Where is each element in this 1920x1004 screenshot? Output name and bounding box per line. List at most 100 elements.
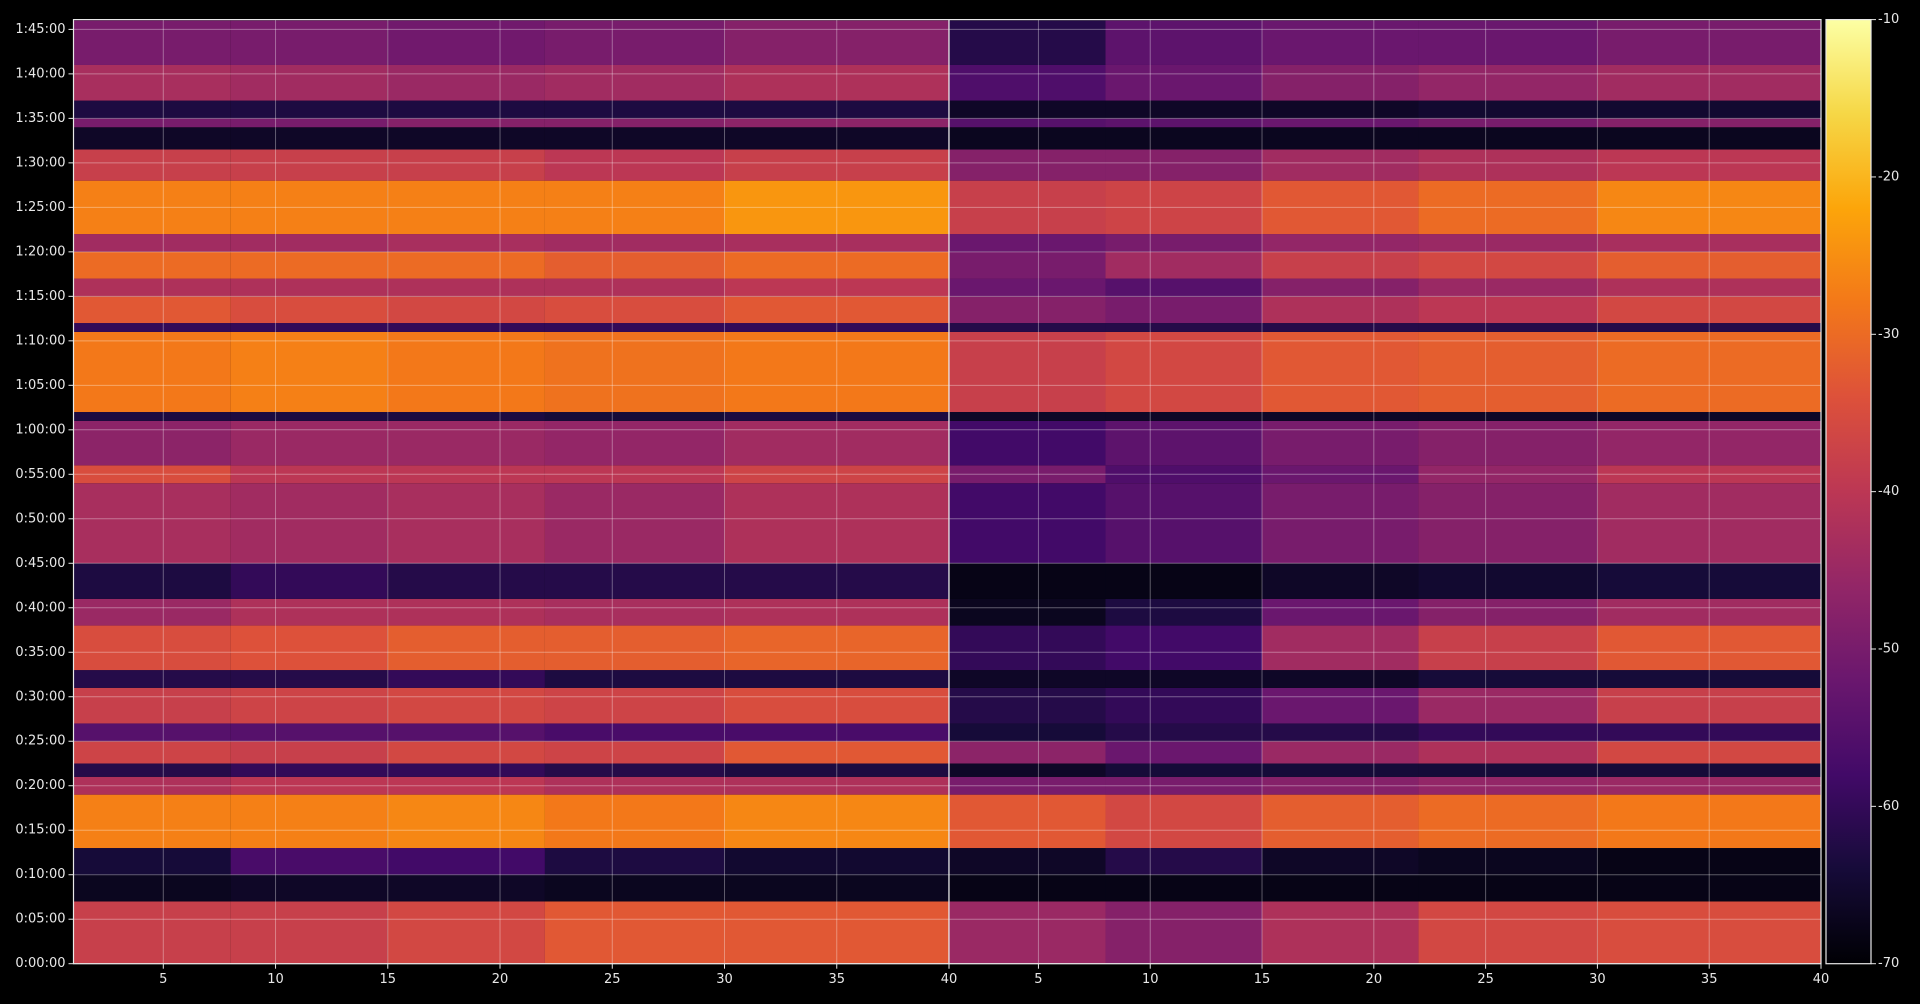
- heat-cell: [724, 323, 949, 332]
- heat-cell: [230, 687, 388, 724]
- heat-cell: [387, 598, 545, 626]
- heat-cell: [73, 251, 231, 279]
- heat-cell: [1105, 20, 1263, 65]
- heat-cell: [1418, 776, 1598, 795]
- heat-cell: [1418, 723, 1598, 742]
- heat-cell: [544, 234, 725, 252]
- heat-cell: [73, 323, 231, 332]
- heat-cell: [1418, 687, 1598, 724]
- heat-cell: [724, 723, 949, 742]
- heat-cell: [1418, 251, 1598, 279]
- heat-cell: [1105, 741, 1263, 764]
- heat-cell: [1418, 625, 1598, 671]
- heat-cell: [1262, 412, 1419, 421]
- heat-cell: [949, 100, 1106, 119]
- heat-cell: [544, 296, 725, 324]
- heat-cell: [1418, 64, 1598, 101]
- heat-cell: [949, 848, 1106, 875]
- heat-cell: [230, 278, 388, 297]
- heat-cell: [230, 563, 388, 599]
- heat-cell: [230, 848, 388, 875]
- heat-cell: [724, 278, 949, 297]
- heat-cell: [544, 625, 725, 671]
- heat-cell: [230, 776, 388, 795]
- heat-cell: [230, 127, 388, 150]
- heat-cell: [544, 149, 725, 181]
- x-tick-label: 35: [1701, 972, 1718, 987]
- heat-cell: [724, 874, 949, 902]
- heat-cell: [387, 118, 545, 128]
- heat-cell: [73, 412, 231, 421]
- heat-cell: [1597, 234, 1821, 252]
- heat-cell: [387, 465, 545, 484]
- heat-cell: [949, 776, 1106, 795]
- heat-cell: [1597, 127, 1821, 150]
- heat-cell: [73, 20, 231, 65]
- heat-cell: [544, 901, 725, 964]
- heat-cell: [73, 848, 231, 875]
- heat-cell: [724, 563, 949, 599]
- heat-cell: [1418, 180, 1598, 235]
- heat-cell: [1105, 180, 1263, 235]
- heat-cell: [387, 412, 545, 421]
- heat-cell: [1262, 763, 1419, 777]
- heat-cell: [1418, 598, 1598, 626]
- heat-cell: [1597, 563, 1821, 599]
- panel-frame: [948, 19, 1822, 965]
- heat-cell: [1105, 296, 1263, 324]
- heat-cell: [1597, 420, 1821, 466]
- heat-cell: [73, 763, 231, 777]
- heat-cell: [230, 20, 388, 65]
- heat-cell: [1597, 776, 1821, 795]
- heat-cell: [1597, 149, 1821, 181]
- heat-cell: [544, 100, 725, 119]
- heat-cell: [1262, 323, 1419, 332]
- heat-cell: [544, 670, 725, 688]
- heat-cell: [724, 64, 949, 101]
- heat-cell: [1597, 794, 1821, 849]
- heat-cell: [949, 234, 1106, 252]
- heat-cell: [1105, 625, 1263, 671]
- heat-cell: [544, 563, 725, 599]
- heat-cell: [1418, 741, 1598, 764]
- y-tick-label: 1:15:00: [15, 289, 65, 304]
- heat-cell: [1262, 20, 1419, 65]
- heat-cell: [387, 741, 545, 764]
- heat-cell: [949, 687, 1106, 724]
- heat-cell: [387, 251, 545, 279]
- heat-cell: [230, 598, 388, 626]
- heat-cell: [1597, 296, 1821, 324]
- x-tick-label: 10: [267, 972, 284, 987]
- heat-cell: [544, 127, 725, 150]
- heat-cell: [230, 100, 388, 119]
- heat-cell: [387, 149, 545, 181]
- heat-cell: [1597, 64, 1821, 101]
- heat-cell: [724, 412, 949, 421]
- heat-cell: [544, 20, 725, 65]
- heat-cell: [1262, 794, 1419, 849]
- heat-cell: [230, 296, 388, 324]
- heat-cell: [73, 483, 231, 564]
- heat-cell: [387, 848, 545, 875]
- heat-cell: [724, 625, 949, 671]
- heat-cell: [1418, 420, 1598, 466]
- heat-cell: [1262, 874, 1419, 902]
- heat-cell: [73, 687, 231, 724]
- heat-cell: [1262, 483, 1419, 564]
- y-tick-label: 0:40:00: [15, 600, 65, 615]
- x-tick-label: 25: [1477, 972, 1494, 987]
- heat-cell: [544, 874, 725, 902]
- heat-cell: [387, 794, 545, 849]
- heat-cell: [1418, 670, 1598, 688]
- heat-cell: [1105, 794, 1263, 849]
- heat-cell: [1418, 563, 1598, 599]
- heat-cell: [1597, 331, 1821, 413]
- heat-cell: [724, 20, 949, 65]
- heat-cell: [1105, 563, 1263, 599]
- heat-cell: [724, 794, 949, 849]
- heat-cell: [1105, 149, 1263, 181]
- heat-cell: [1262, 118, 1419, 128]
- heat-cell: [387, 234, 545, 252]
